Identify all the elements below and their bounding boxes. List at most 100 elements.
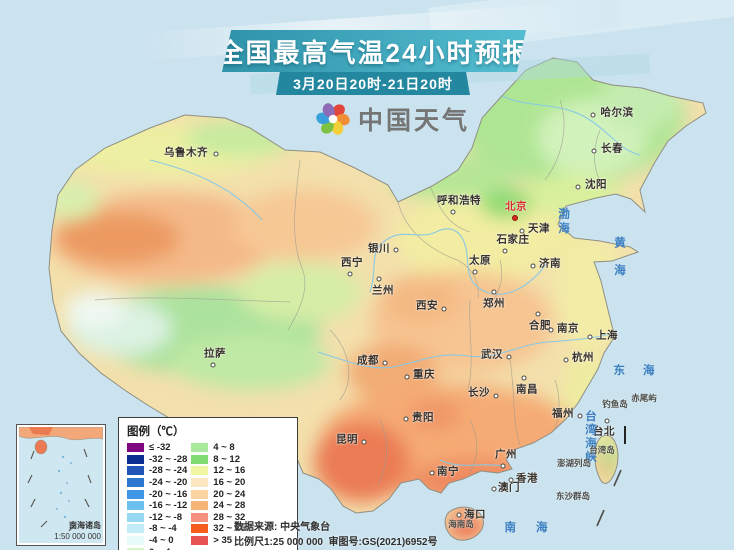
legend-item: 28 ~ 32 bbox=[191, 512, 245, 524]
city-marker bbox=[450, 209, 456, 215]
sea-label: 南海 bbox=[504, 522, 568, 534]
city-marker bbox=[456, 512, 462, 518]
legend-item: -4 ~ 0 bbox=[127, 535, 187, 547]
legend-range-label: -4 ~ 0 bbox=[149, 535, 174, 547]
city-marker bbox=[530, 263, 536, 269]
scale-and-approval: 比例尺1:25 000 000 审图号:GS(2021)6952号 bbox=[234, 533, 437, 548]
city-label: 上海 bbox=[596, 329, 618, 342]
rivers bbox=[149, 94, 641, 467]
legend-swatch bbox=[191, 466, 209, 476]
city-label: 重庆 bbox=[413, 368, 435, 381]
legend-column-left: ≤ -32 -32 ~ -28 -28 ~ -24 -24 ~ -20 -20 ~ -1… bbox=[127, 442, 187, 550]
city-marker bbox=[577, 413, 583, 419]
city-label: 福州 bbox=[552, 407, 574, 420]
legend-item: -12 ~ -8 bbox=[127, 512, 187, 524]
inset-title: 南海诸岛 bbox=[69, 521, 101, 530]
legend-swatch bbox=[127, 536, 144, 546]
legend-swatch bbox=[127, 512, 144, 522]
island-label: 台湾岛 bbox=[589, 445, 615, 455]
legend-range-label: -20 ~ -16 bbox=[149, 488, 188, 500]
legend-item: -32 ~ -28 bbox=[127, 454, 187, 466]
legend-item: -28 ~ -24 bbox=[127, 465, 187, 477]
island-label: 海南岛 bbox=[448, 519, 474, 529]
province-boundaries bbox=[94, 99, 606, 486]
pinwheel-logo-icon bbox=[316, 103, 350, 135]
city-label: 兰州 bbox=[372, 284, 394, 297]
city-marker bbox=[429, 470, 435, 476]
city-label: 呼和浩特 bbox=[437, 194, 481, 207]
city-label: 乌鲁木齐 bbox=[164, 146, 208, 159]
legend-range-label: ≤ -32 bbox=[149, 442, 171, 454]
data-source: 数据来源: 中央气象台 bbox=[234, 522, 331, 533]
china-weather-logo: 中国天气 bbox=[314, 100, 470, 138]
legend-item: 12 ~ 16 bbox=[191, 465, 245, 477]
city-marker bbox=[508, 477, 514, 483]
legend-item: -16 ~ -12 bbox=[127, 500, 187, 512]
city-label: 长春 bbox=[601, 142, 623, 155]
legend-swatch bbox=[191, 524, 209, 534]
city-marker bbox=[472, 269, 478, 275]
sea-label: 渤海 bbox=[557, 207, 569, 237]
map-title: 全国最高气温24小时预报 bbox=[217, 37, 531, 68]
city-label: 杭州 bbox=[572, 351, 594, 364]
city-marker bbox=[587, 334, 593, 340]
city-label: 香港 bbox=[516, 472, 538, 485]
city-marker bbox=[382, 360, 388, 366]
legend-range-label: -24 ~ -20 bbox=[149, 477, 188, 489]
city-marker bbox=[441, 306, 447, 312]
legend-swatch bbox=[191, 478, 209, 488]
legend-title: 图例（℃） bbox=[127, 426, 185, 438]
city-marker bbox=[347, 271, 353, 277]
city-label: 西宁 bbox=[341, 256, 363, 269]
legend-swatch bbox=[127, 524, 144, 534]
legend-item: 20 ~ 24 bbox=[191, 488, 245, 500]
legend-range-label: 20 ~ 24 bbox=[213, 488, 246, 500]
city-marker bbox=[506, 354, 512, 360]
city-marker bbox=[500, 463, 506, 469]
city-label: 北京 bbox=[505, 200, 527, 213]
city-label: 西安 bbox=[416, 299, 438, 312]
legend-item: ≤ -32 bbox=[127, 442, 187, 454]
city-marker bbox=[591, 148, 597, 154]
legend-range-label: 16 ~ 20 bbox=[213, 477, 246, 489]
city-marker bbox=[590, 112, 596, 118]
city-marker bbox=[491, 486, 497, 492]
city-marker bbox=[491, 289, 497, 295]
city-marker bbox=[548, 327, 554, 333]
china-border bbox=[48, 57, 707, 541]
maritime-boundary-dashes bbox=[596, 469, 622, 527]
legend-range-label: -16 ~ -12 bbox=[149, 500, 188, 512]
approval-number: 审图号:GS(2021)6952号 bbox=[328, 537, 438, 548]
city-label: 石家庄 bbox=[496, 233, 530, 246]
legend-item: -20 ~ -16 bbox=[127, 488, 187, 500]
city-marker bbox=[519, 228, 525, 234]
city-label: 郑州 bbox=[483, 297, 505, 310]
city-label: 南京 bbox=[557, 322, 579, 335]
legend-range-label: 8 ~ 12 bbox=[213, 453, 240, 465]
legend-range-label: 4 ~ 8 bbox=[213, 442, 235, 454]
legend-item: 24 ~ 28 bbox=[191, 500, 245, 512]
city-marker bbox=[521, 375, 527, 381]
sea-label: 黄海 bbox=[613, 236, 625, 292]
legend-swatch bbox=[127, 489, 144, 499]
city-marker bbox=[213, 151, 219, 157]
inset-map-graphic bbox=[19, 427, 103, 532]
city-label: 南宁 bbox=[437, 465, 459, 478]
legend-swatch bbox=[191, 536, 209, 546]
temperature-legend: 图例（℃） ≤ -32 -32 ~ -28 -28 ~ -24 -24 ~ -20 -2… bbox=[118, 417, 298, 550]
city-marker bbox=[502, 248, 508, 254]
city-marker bbox=[376, 276, 382, 282]
sea-label: 东海 bbox=[613, 365, 673, 377]
legend-swatch bbox=[191, 443, 209, 453]
legend-item: -8 ~ -4 bbox=[127, 523, 187, 535]
legend-range-label: -8 ~ -4 bbox=[149, 523, 177, 535]
island-label: 东沙群岛 bbox=[555, 491, 591, 501]
legend-swatch bbox=[191, 512, 209, 522]
city-marker bbox=[393, 247, 399, 253]
legend-range-label: -28 ~ -24 bbox=[149, 465, 188, 477]
legend-range-label: 12 ~ 16 bbox=[213, 465, 246, 477]
legend-range-label: 24 ~ 28 bbox=[213, 500, 246, 512]
legend-range-label: 0 ~ 4 bbox=[149, 547, 170, 550]
